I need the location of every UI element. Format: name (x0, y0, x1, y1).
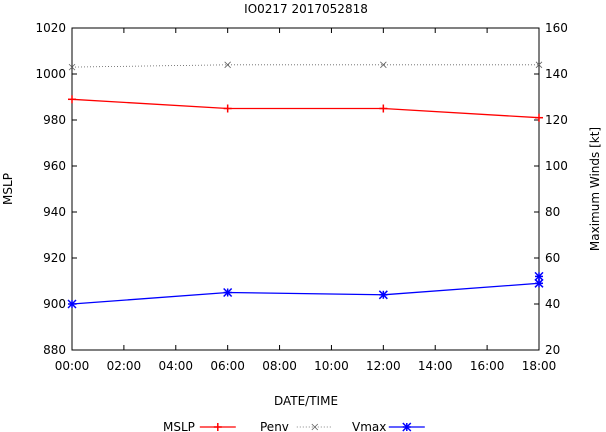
legend-marker-penv (311, 423, 319, 431)
y-axis-right: 20 40 60 80 100 120 140 160 (534, 21, 568, 357)
legend: MSLP Penv Vmax (163, 420, 425, 432)
y-right-tick-label: 80 (545, 205, 560, 219)
y-right-tick-label: 20 (545, 343, 560, 357)
y-right-tick-label: 160 (545, 21, 568, 35)
data-point-penv (535, 61, 543, 69)
data-point-vmax-d2 (67, 299, 77, 309)
y-right-tick-label: 40 (545, 297, 560, 311)
data-point-vmax-d2 (534, 271, 544, 281)
data-point-mslp (535, 113, 543, 122)
x-tick-label: 12:00 (366, 359, 401, 373)
y-axis-left-title: MSLP (1, 173, 15, 205)
data-point-penv-d2 (535, 61, 543, 69)
data-point-penv-d2 (68, 63, 76, 71)
data-point-vmax (223, 287, 233, 298)
y-axis-left: 880 900 920 940 960 980 1000 1020 (35, 21, 77, 357)
x-axis: 00:00 02:00 04:00 06:00 08:00 10:00 12:00 14:00… (55, 28, 557, 373)
legend-label-mslp: MSLP (163, 420, 195, 432)
y-left-tick-label: 1020 (35, 21, 66, 35)
y-left-tick-label: 940 (43, 205, 66, 219)
y-left-tick-label: 880 (43, 343, 66, 357)
data-point-penv-d2 (224, 61, 231, 69)
x-tick-label: 06:00 (210, 359, 245, 373)
data-point-mslp (223, 104, 232, 113)
x-tick-label: 10:00 (314, 359, 349, 373)
y-left-tick-label: 920 (43, 251, 66, 265)
y-right-tick-label: 120 (545, 113, 568, 127)
y-left-tick-label: 980 (43, 113, 66, 127)
data-point-penv (68, 63, 76, 71)
x-tick-label: 08:00 (262, 359, 297, 373)
y-left-tick-label: 960 (43, 159, 66, 173)
data-point-vmax-d2 (534, 278, 544, 288)
legend-label-vmax: Vmax (352, 420, 386, 432)
y-left-tick-label: 900 (43, 297, 66, 311)
data-point-mslp (68, 95, 76, 104)
x-tick-label: 16:00 (470, 359, 505, 373)
data-point-vmax (67, 299, 77, 309)
x-axis-title: DATE/TIME (274, 394, 338, 408)
data-point-vmax (378, 290, 388, 300)
x-tick-label: 18:00 (522, 359, 557, 373)
series-layer (67, 61, 544, 309)
legend-marker-mslp (213, 423, 222, 431)
chart-title: IO0217 2017052818 (244, 2, 368, 16)
legend-marker-penv-d2 (311, 423, 319, 431)
data-point-vmax (534, 271, 544, 281)
data-point-mslp (379, 104, 388, 113)
x-tick-label: 00:00 (55, 359, 90, 373)
data-point-penv (224, 61, 231, 69)
plot-frame (71, 27, 540, 351)
data-point-penv (380, 61, 387, 69)
y-right-tick-label: 60 (545, 251, 560, 265)
x-tick-label: 04:00 (158, 359, 193, 373)
data-point-vmax-d2 (378, 290, 388, 300)
series-line-mslp (71, 98, 540, 119)
data-point-penv-d2 (380, 61, 387, 69)
data-point-vmax-d2 (223, 287, 233, 298)
legend-marker-vmax-d2 (402, 422, 412, 432)
x-tick-label: 02:00 (107, 359, 142, 373)
legend-label-penv: Penv (260, 420, 289, 432)
legend-marker-vmax (402, 422, 412, 432)
y-axis-right-title: Maximum Winds [kt] (588, 127, 602, 251)
y-left-tick-label: 1000 (35, 67, 66, 81)
y-right-tick-label: 140 (545, 67, 568, 81)
x-tick-label: 14:00 (418, 359, 453, 373)
y-right-tick-label: 100 (545, 159, 568, 173)
data-point-vmax (534, 278, 544, 288)
